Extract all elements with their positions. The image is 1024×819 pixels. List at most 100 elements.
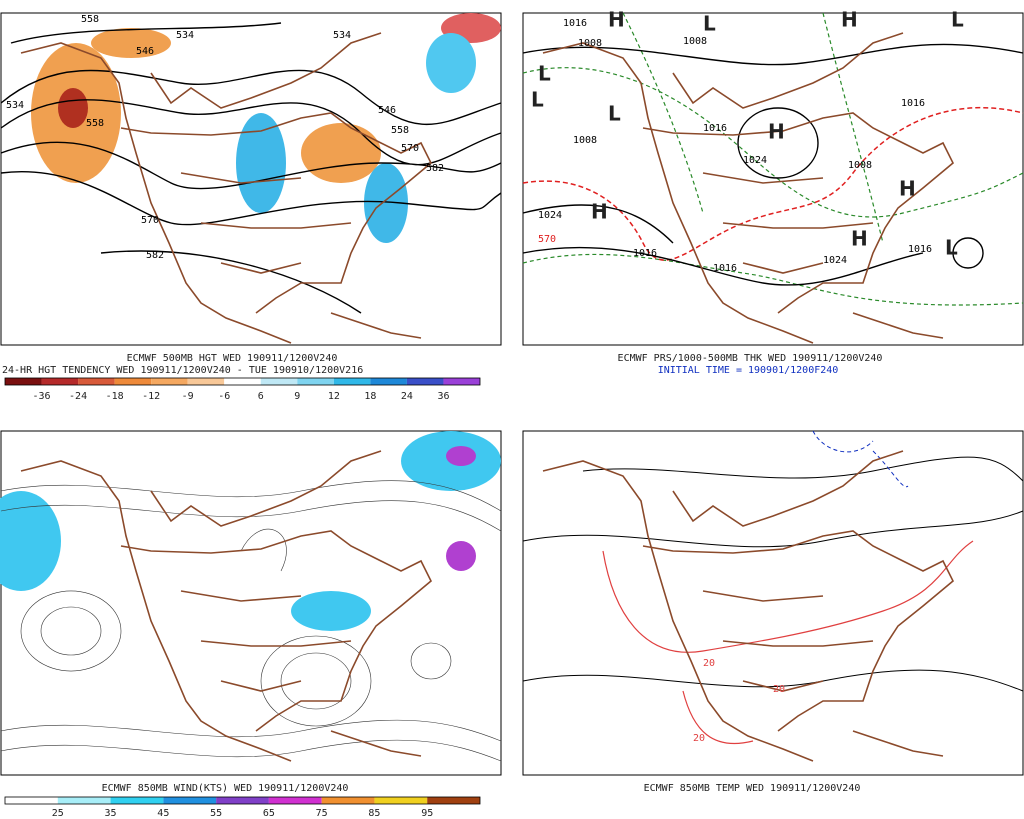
colorbar-swatch [187,378,225,385]
low-center: L [608,102,621,126]
map-wind [0,431,502,762]
streamline [0,480,502,762]
colorbar-swatch [297,378,334,385]
colorbar-swatch [78,378,115,385]
colorbar-label: 35 [105,808,117,819]
colorbar-label: 65 [263,808,275,819]
contour-label: 20 [693,733,705,744]
colorbar-swatch [110,797,164,804]
wind-area [291,591,371,631]
map-frame [522,12,1024,346]
map-pressure: H H L L L L H H H H L L 1016 1008 1008 1… [522,8,1024,344]
contour-label: 570 [401,143,419,154]
contour-label: 534 [176,30,194,41]
contour-label: 570 [141,215,159,226]
thickness-contour [522,106,1024,261]
high-center: H [851,227,868,251]
contour-label: 20 [703,658,715,669]
colorbar-label: 6 [258,391,264,402]
contour-label: 558 [391,125,409,136]
colorbar-swatch [114,378,152,385]
low-center: L [703,12,716,36]
colorbar: 25 35 45 55 65 75 85 95 [4,796,481,819]
colorbar-swatch [216,797,269,804]
contour-label: 534 [6,100,24,111]
low-center: L [945,236,958,260]
contour-label: 1016 [901,98,925,109]
map-caption: ECMWF 850MB TEMP WED 190911/1200V240 [644,783,861,794]
low-center: L [538,62,551,86]
map-caption: ECMWF PRS/1000-500MB THK WED 190911/1200… [618,353,883,364]
contour-label: 1008 [578,38,602,49]
wind-area [446,446,476,466]
colorbar-swatch [374,797,428,804]
colorbar-swatch [268,797,322,804]
contour-label: 1016 [908,244,932,255]
map-caption: ECMWF 500MB HGT WED 190911/1200V240 [127,353,338,364]
colorbar-label: 12 [328,391,340,402]
colorbar: -36 -24 -18 -12 -9 -6 6 9 12 18 24 36 [4,377,481,402]
tendency-area [364,163,408,243]
high-center: H [899,177,916,201]
contour-label: 558 [81,14,99,25]
tendency-area [426,33,476,93]
contour-label: 1016 [713,263,737,274]
contour-label: 546 [378,105,396,116]
high-center: H [608,8,625,32]
contour-label: 1008 [683,36,707,47]
colorbar-swatch [443,378,480,385]
colorbar-label: -18 [106,391,124,402]
colorbar-label: 75 [316,808,328,819]
map-temperature: 20 20 20 [522,430,1024,762]
contour-label: 534 [333,30,351,41]
colorbar-label: 55 [210,808,222,819]
colorbar-label: 18 [364,391,376,402]
temperature-contour [812,430,909,488]
colorbar-label: 45 [157,808,169,819]
colorbar-swatch [333,378,371,385]
colorbar-label: 95 [421,808,433,819]
colorbar-label: -36 [33,391,51,402]
tendency-area [58,88,88,128]
contour-label: 582 [426,163,444,174]
thickness-contour [522,12,1024,306]
colorbar-swatch [5,797,58,804]
map-500mb: 558 534 546 534 534 546 558 570 582 570 … [0,13,502,344]
map-caption: INITIAL TIME = 190901/1200F240 [658,365,839,376]
colorbar-swatch [224,378,261,385]
colorbar-label: 24 [401,391,413,402]
map-caption: 24-HR HGT TENDENCY WED 190911/1200V240 -… [2,365,363,376]
contour-label: 1024 [823,255,847,266]
wind-area [0,491,61,591]
colorbar-swatch [151,378,188,385]
contour-label: 20 [773,684,785,695]
tendency-area [236,113,286,213]
contour-label: 1016 [703,123,727,134]
colorbar-swatch [260,378,298,385]
colorbar-label: -12 [142,391,160,402]
contour-label: 1008 [573,135,597,146]
colorbar-label: -9 [182,391,194,402]
low-center: L [951,8,964,32]
colorbar-swatch [57,797,111,804]
colorbar-border [4,377,481,386]
contour-label: 1008 [848,160,872,171]
tendency-area [301,123,381,183]
contour-label: 1016 [633,248,657,259]
pressure-contour [522,43,1024,286]
colorbar-label: 25 [52,808,64,819]
contour-label: 546 [136,46,154,57]
high-center: H [841,8,858,32]
colorbar-label: 85 [368,808,380,819]
contour-label: 1016 [563,18,587,29]
colorbar-label: 9 [294,391,300,402]
colorbar-swatch [321,797,375,804]
colorbar-swatch [427,797,480,804]
colorbar-label: -24 [69,391,87,402]
contour-label: 558 [86,118,104,129]
wind-area [446,541,476,571]
high-center: H [768,120,785,144]
colorbar-swatch [370,378,407,385]
colorbar-swatch [41,378,79,385]
